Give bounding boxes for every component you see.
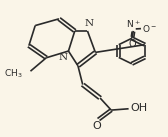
Text: O: O	[129, 39, 136, 49]
Text: N$^+$: N$^+$	[126, 18, 141, 30]
Text: N: N	[85, 19, 94, 28]
Text: OH: OH	[130, 103, 147, 113]
Text: O: O	[93, 121, 101, 131]
Text: N: N	[58, 53, 68, 62]
Text: CH$_3$: CH$_3$	[4, 68, 23, 80]
Text: O$^-$: O$^-$	[142, 23, 157, 34]
